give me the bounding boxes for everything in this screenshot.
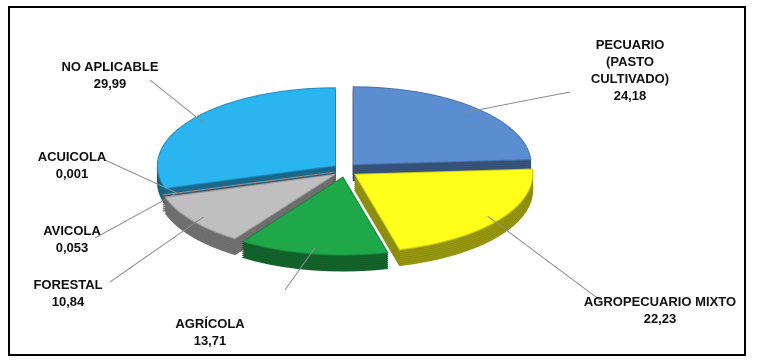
value-label: 24,18 xyxy=(613,88,647,103)
chart-frame xyxy=(8,6,746,356)
slice-top xyxy=(164,173,336,240)
slice-top xyxy=(241,176,389,256)
value-label: 13,71 xyxy=(193,333,227,348)
data-label: PECUARIO (PASTO CULTIVADO) 24,18 xyxy=(570,36,690,104)
leader-line xyxy=(464,91,571,113)
category-label: NO APLICABLE xyxy=(61,59,159,74)
leader-line xyxy=(109,216,204,283)
category-label: AVICOLA xyxy=(43,223,101,238)
value-label: 22,23 xyxy=(643,311,677,326)
value-label: 0,001 xyxy=(55,166,89,181)
pie-slice xyxy=(164,173,336,256)
pie-slice xyxy=(352,86,532,182)
value-label: 10,84 xyxy=(51,294,85,309)
data-label: AGRÍCOLA 13,71 xyxy=(160,315,260,349)
slice-top xyxy=(156,87,336,189)
category-label: ACUICOLA xyxy=(37,149,107,164)
pie-slice xyxy=(156,87,336,205)
slice-top xyxy=(162,171,334,196)
leader-line xyxy=(149,79,205,124)
data-label: FORESTAL 10,84 xyxy=(18,276,118,310)
data-label: AGROPECUARIO MIXTO 22,23 xyxy=(580,293,740,327)
leader-line xyxy=(487,215,601,301)
category-label: PECUARIO (PASTO CULTIVADO) xyxy=(590,37,670,86)
pie-slice xyxy=(353,168,534,267)
pie-slice xyxy=(241,176,389,272)
leader-line xyxy=(94,192,178,239)
value-label: 29,99 xyxy=(93,76,127,91)
category-label: AGRÍCOLA xyxy=(175,316,245,331)
leader-line xyxy=(104,159,178,194)
leader-line xyxy=(284,247,316,291)
slice-top xyxy=(352,86,532,166)
data-label: NO APLICABLE 29,99 xyxy=(30,58,190,92)
category-label: FORESTAL xyxy=(33,277,103,292)
slice-top xyxy=(353,168,534,251)
category-label: AGROPECUARIO MIXTO xyxy=(583,294,737,309)
data-label: AVICOLA 0,053 xyxy=(22,222,122,256)
value-label: 0,053 xyxy=(55,240,89,255)
data-label: ACUICOLA 0,001 xyxy=(22,148,122,182)
